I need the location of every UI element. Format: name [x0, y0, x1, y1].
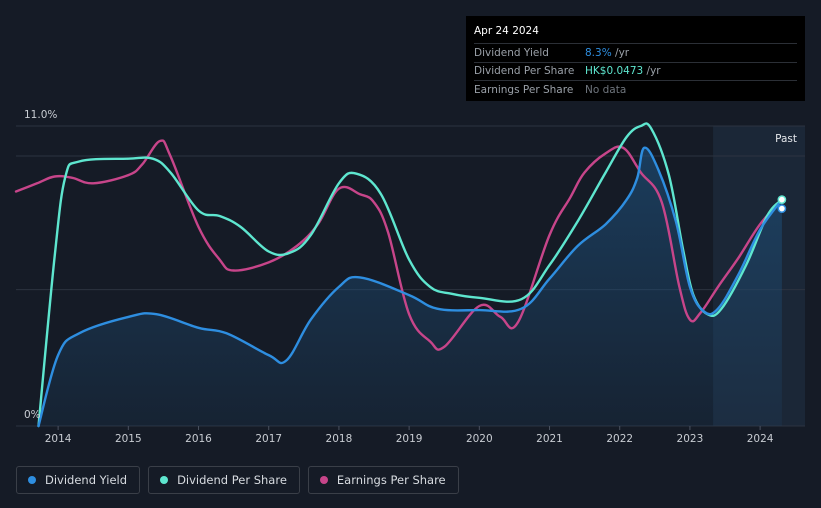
- tooltip-row-earnings-per-share: Earnings Per Share No data: [474, 80, 797, 99]
- tooltip-date: Apr 24 2024: [474, 25, 539, 37]
- x-tick-label: 2016: [185, 433, 212, 445]
- legend-item-dividend-yield[interactable]: Dividend Yield: [16, 466, 141, 494]
- tooltip-unit: /yr: [643, 65, 661, 78]
- x-tick-label: 2020: [466, 433, 493, 445]
- tooltip-row-dividend-yield: Dividend Yield 8.3% /yr: [474, 43, 797, 62]
- tooltip-label: Dividend Per Share: [474, 65, 575, 78]
- chart-legend: Dividend Yield Dividend Per Share Earnin…: [16, 466, 459, 494]
- tooltip-value-dividend-yield: 8.3%: [585, 46, 612, 59]
- x-tick-label: 2024: [747, 433, 774, 445]
- tooltip-value-earnings-per-share: No data: [585, 83, 627, 96]
- past-region-label: Past: [775, 133, 797, 145]
- legend-label: Earnings Per Share: [336, 473, 446, 487]
- x-tick-label: 2014: [45, 433, 72, 445]
- y-tick-label-top: 11.0%: [24, 109, 57, 121]
- tooltip-label: Dividend Yield: [474, 46, 549, 59]
- legend-item-earnings-per-share[interactable]: Earnings Per Share: [307, 466, 459, 494]
- x-tick-label: 2019: [396, 433, 423, 445]
- legend-item-dividend-per-share[interactable]: Dividend Per Share: [148, 466, 300, 494]
- legend-dot-icon: [28, 476, 36, 484]
- dividend-per-share-end-marker: [777, 195, 787, 204]
- legend-dot-icon: [160, 476, 169, 484]
- tooltip-panel: Apr 24 2024 Dividend Yield 8.3% /yr Divi…: [466, 16, 805, 101]
- x-tick-label: 2015: [115, 433, 142, 445]
- x-tick-label: 2017: [255, 433, 282, 445]
- tooltip-row-dividend-per-share: Dividend Per Share HK$0.0473 /yr: [474, 61, 797, 81]
- y-tick-label-bottom: 0%: [24, 409, 41, 421]
- tooltip-value-dividend-per-share: HK$0.0473: [585, 65, 644, 78]
- x-tick-label: 2021: [536, 433, 563, 445]
- dividend-yield-area: [38, 147, 782, 426]
- legend-label: Dividend Per Share: [177, 473, 287, 487]
- dividend-yield-line: [37, 146, 784, 428]
- legend-label: Dividend Yield: [45, 473, 128, 487]
- legend-dot-icon: [319, 476, 328, 484]
- x-tick-label: 2018: [326, 433, 353, 445]
- dividend-yield-end-marker: [777, 204, 787, 213]
- tooltip-unit: /yr: [611, 46, 630, 59]
- x-tick-label: 2022: [606, 433, 633, 445]
- tooltip-label: Earnings Per Share: [474, 83, 574, 96]
- earnings-per-share-line: [14, 139, 784, 351]
- x-tick-label: 2023: [677, 433, 704, 445]
